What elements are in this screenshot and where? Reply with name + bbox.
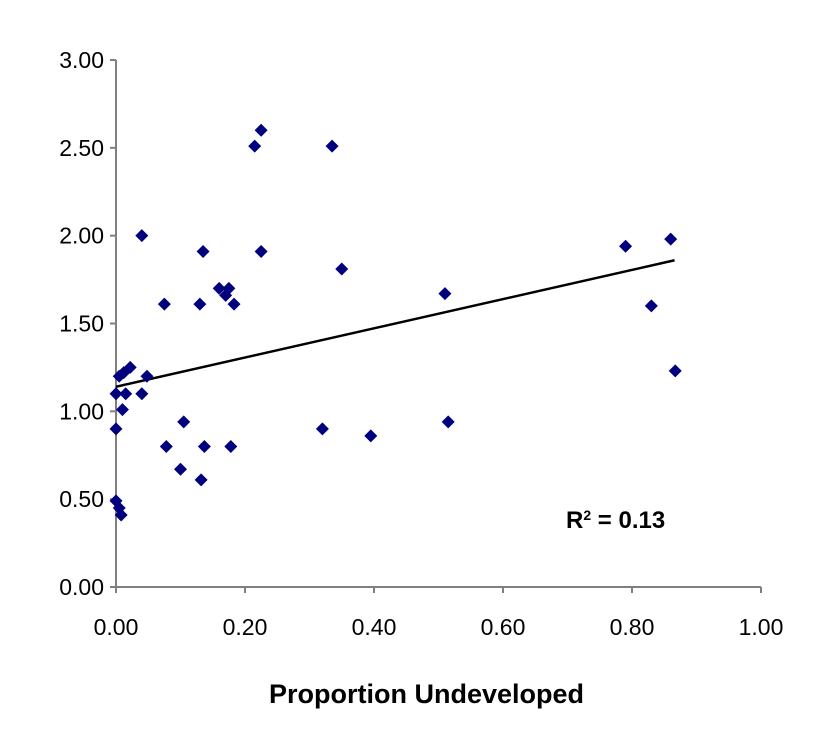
data-points [109, 123, 682, 522]
data-point [438, 287, 452, 301]
data-point [227, 297, 241, 311]
r-squared-r: R [566, 507, 583, 534]
data-point [193, 297, 207, 311]
y-tick-label: 0.00 [59, 574, 104, 600]
data-point [644, 299, 658, 313]
x-tick-label: 0.20 [223, 614, 268, 640]
y-tick-label: 2.50 [59, 135, 104, 161]
x-tick-label: 0.00 [94, 614, 139, 640]
r-squared-value: = 0.13 [591, 507, 665, 534]
data-point [177, 415, 191, 429]
data-point [140, 369, 154, 383]
data-point [117, 366, 131, 380]
data-point [212, 281, 226, 295]
data-point [135, 229, 149, 243]
y-axis-ticks: 0.00 0.50 1.00 1.50 2.00 2.50 3.00 [59, 47, 116, 600]
data-point [194, 473, 208, 487]
y-tick-label: 3.00 [59, 47, 104, 73]
y-tick-label: 2.00 [59, 223, 104, 249]
data-point [119, 387, 133, 401]
data-point [196, 244, 210, 258]
data-point [157, 297, 171, 311]
data-point [254, 244, 268, 258]
data-point [109, 422, 123, 436]
y-tick-label: 1.00 [59, 398, 104, 424]
data-point [135, 387, 149, 401]
data-point [325, 139, 339, 153]
r-squared-annotation: R2 = 0.13 [566, 507, 665, 534]
data-point [114, 508, 128, 522]
trendline [115, 259, 675, 388]
data-point [364, 429, 378, 443]
y-tick-label: 0.50 [59, 486, 104, 512]
x-axis-title: Proportion Undeveloped [269, 679, 584, 709]
data-point [248, 139, 262, 153]
data-point [115, 403, 129, 417]
y-tick-label: 1.50 [59, 311, 104, 337]
data-point [174, 462, 187, 476]
data-point [619, 239, 633, 253]
data-point [222, 281, 236, 295]
data-point [197, 439, 211, 453]
x-tick-label: 0.60 [481, 614, 526, 640]
data-point [123, 360, 137, 374]
data-point [254, 123, 268, 137]
r-squared-superscript: 2 [583, 507, 591, 523]
x-tick-label: 0.80 [610, 614, 655, 640]
data-point [668, 364, 682, 378]
data-point [335, 262, 349, 276]
x-tick-label: 1.00 [739, 614, 784, 640]
x-tick-label: 0.40 [352, 614, 397, 640]
trendline-group [115, 259, 675, 388]
data-point [664, 232, 678, 246]
data-point [159, 439, 173, 453]
data-point [315, 422, 329, 436]
data-point [109, 387, 123, 401]
data-point [224, 439, 238, 453]
x-axis-ticks: 0.00 0.20 0.40 0.60 0.80 1.00 [94, 587, 784, 640]
data-point [441, 415, 455, 429]
